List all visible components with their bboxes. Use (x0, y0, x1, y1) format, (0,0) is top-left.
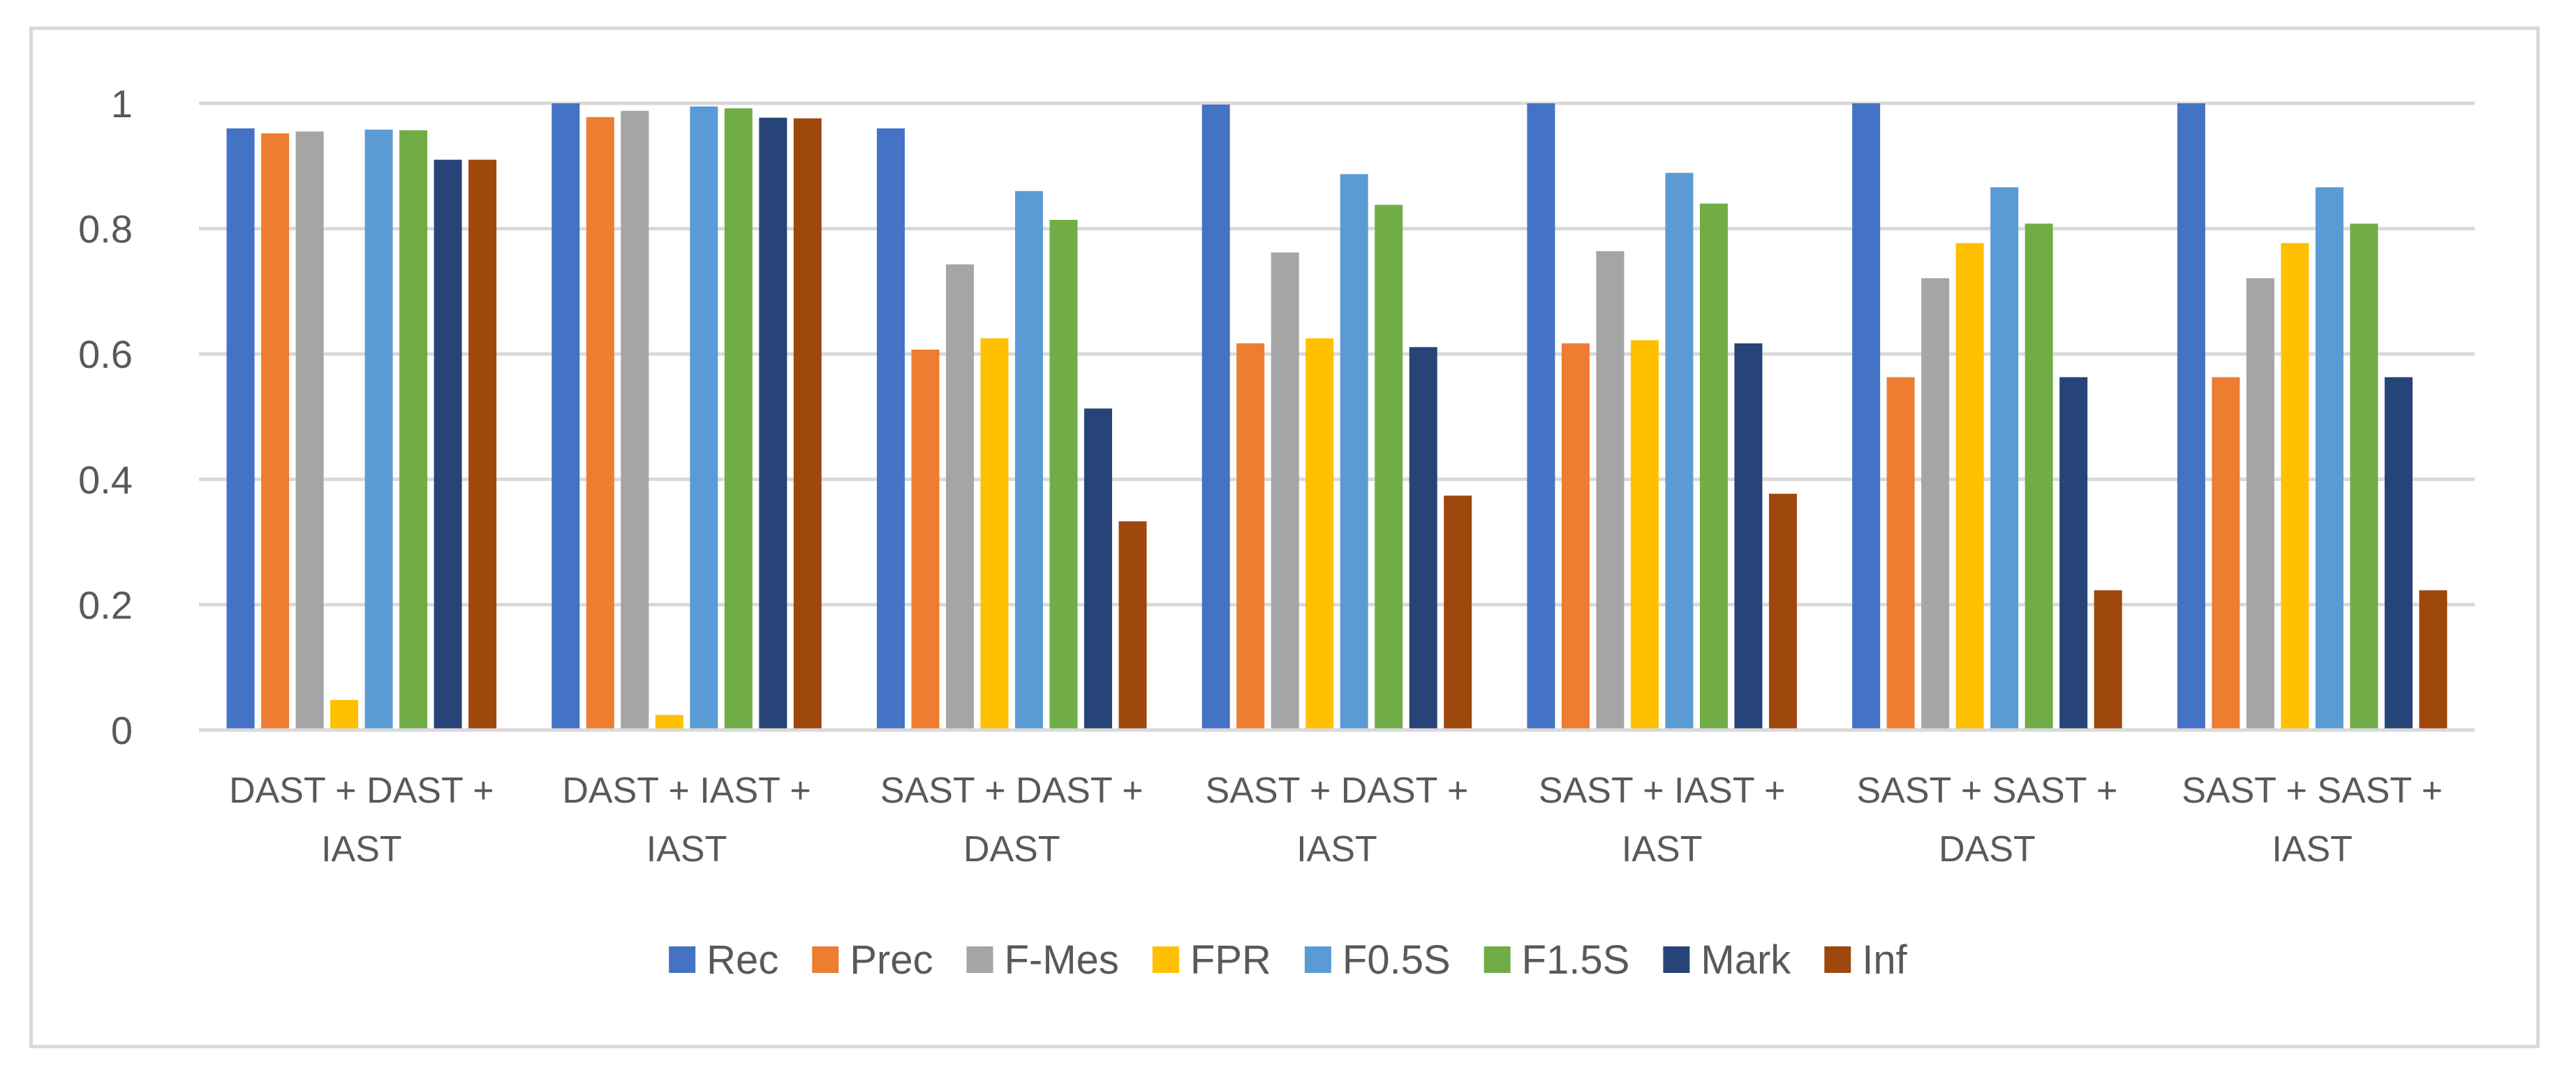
bar-mark-5 (2059, 377, 2088, 730)
legend-label: Inf (1862, 937, 1907, 983)
bar-fpr-1 (655, 715, 683, 730)
bar-f0-5s-0 (364, 129, 393, 730)
bar-prec-5 (1886, 377, 1915, 730)
bar-mark-1 (759, 117, 787, 731)
bar-f-mes-4 (1596, 251, 1624, 731)
bar-f1-5s-2 (1049, 220, 1078, 730)
legend-label: Mark (1701, 937, 1791, 983)
legend-swatch-mark (1663, 946, 1690, 973)
legend-label: Prec (850, 937, 933, 983)
bar-inf-1 (793, 118, 822, 730)
bar-rec-4 (1527, 103, 1555, 730)
y-tick-label: 0.2 (78, 583, 133, 627)
legend-swatch-rec (669, 946, 696, 973)
x-category-label: SAST + DAST + (1206, 771, 1469, 811)
x-category-label: SAST + DAST + (880, 771, 1143, 811)
bar-rec-5 (1852, 103, 1881, 730)
bar-prec-1 (586, 117, 614, 731)
bar-rec-2 (877, 128, 905, 731)
bar-f1-5s-3 (1375, 204, 1403, 730)
legend-label: Rec (706, 937, 778, 983)
bar-f1-5s-5 (2024, 223, 2053, 730)
bar-f-mes-0 (295, 131, 324, 730)
bar-inf-0 (468, 159, 497, 730)
bar-f-mes-6 (2246, 278, 2274, 730)
y-tick-label: 0 (111, 708, 133, 752)
gridlines (199, 101, 2475, 607)
bar-fpr-2 (980, 338, 1009, 730)
legend: Rec Prec F-Mes FPR F0.5S F1.5S Mark Inf (669, 937, 1908, 983)
bar-f-mes-1 (621, 110, 649, 730)
x-category-label: DAST (1939, 829, 2036, 870)
bar-f-mes-5 (1921, 278, 1950, 730)
bar-rec-0 (226, 128, 255, 731)
legend-swatch-f-mes (966, 946, 993, 973)
x-category-label: IAST (1622, 829, 1703, 870)
bar-f0-5s-2 (1015, 191, 1044, 731)
bar-mark-2 (1084, 408, 1113, 730)
x-category-label: IAST (2272, 829, 2353, 870)
bar-f-mes-2 (946, 264, 975, 730)
bar-f1-5s-6 (2350, 223, 2378, 730)
bar-inf-6 (2419, 590, 2448, 730)
y-tick-label: 0.8 (78, 207, 133, 251)
x-category-label: DAST (963, 829, 1060, 870)
bar-fpr-6 (2281, 243, 2309, 730)
legend-label: F0.5S (1342, 937, 1451, 983)
x-category-label: SAST + SAST + (2182, 771, 2443, 811)
legend-label: F-Mes (1005, 937, 1119, 983)
bar-mark-3 (1409, 347, 1437, 730)
bar-prec-0 (261, 133, 290, 730)
bar-fpr-4 (1630, 340, 1659, 731)
bar-inf-2 (1118, 521, 1147, 730)
legend-label: FPR (1190, 937, 1271, 983)
bar-rec-1 (552, 103, 580, 730)
y-tick-label: 1 (111, 82, 133, 126)
bar-mark-4 (1734, 343, 1763, 731)
legend-swatch-fpr (1152, 946, 1179, 973)
bar-f1-5s-0 (399, 130, 428, 730)
bar-mark-0 (434, 159, 462, 730)
bar-f1-5s-1 (724, 108, 753, 730)
bar-inf-3 (1444, 496, 1472, 730)
legend-swatch-inf (1824, 946, 1851, 973)
legend-swatch-prec (812, 946, 839, 973)
x-category-label: IAST (646, 829, 727, 870)
bar-f1-5s-4 (1699, 203, 1728, 730)
y-tick-label: 0.4 (78, 458, 133, 502)
bar-fpr-5 (1955, 243, 1984, 730)
bar-rec-6 (2177, 103, 2205, 730)
bar-rec-3 (1201, 104, 1230, 730)
bar-f0-5s-6 (2315, 187, 2344, 730)
x-category-label: IAST (1296, 829, 1377, 870)
bar-fpr-0 (330, 699, 359, 730)
bar-prec-6 (2212, 377, 2240, 730)
x-category-label: SAST + IAST + (1539, 771, 1786, 811)
bar-inf-4 (1768, 493, 1797, 730)
x-category-label: DAST + DAST + (229, 771, 494, 811)
legend-label: F1.5S (1522, 937, 1630, 983)
bar-f0-5s-4 (1665, 172, 1694, 731)
bar-f0-5s-3 (1340, 174, 1368, 730)
legend-swatch-f1-5s (1483, 946, 1511, 973)
x-category-label: IAST (321, 829, 402, 870)
legend-swatch-f0-5s (1304, 946, 1331, 973)
bar-inf-5 (2094, 590, 2122, 730)
bar-prec-2 (911, 349, 940, 730)
x-axis-categories: DAST + DAST + IAST DAST + IAST + IAST SAST +… (229, 771, 2443, 870)
bar-prec-3 (1236, 343, 1265, 731)
bar-prec-4 (1561, 343, 1590, 731)
bar-f-mes-3 (1271, 252, 1299, 730)
x-category-label: SAST + SAST + (1857, 771, 2118, 811)
bar-mark-6 (2384, 377, 2413, 730)
bar-fpr-3 (1305, 338, 1334, 730)
bar-f0-5s-1 (690, 106, 718, 731)
bars (226, 103, 2448, 731)
y-tick-label: 0.6 (78, 332, 133, 376)
bar-f0-5s-5 (1990, 187, 2019, 730)
y-axis-ticks: 0 0.2 0.4 0.6 0.8 1 (78, 82, 133, 752)
x-category-label: DAST + IAST + (562, 771, 810, 811)
